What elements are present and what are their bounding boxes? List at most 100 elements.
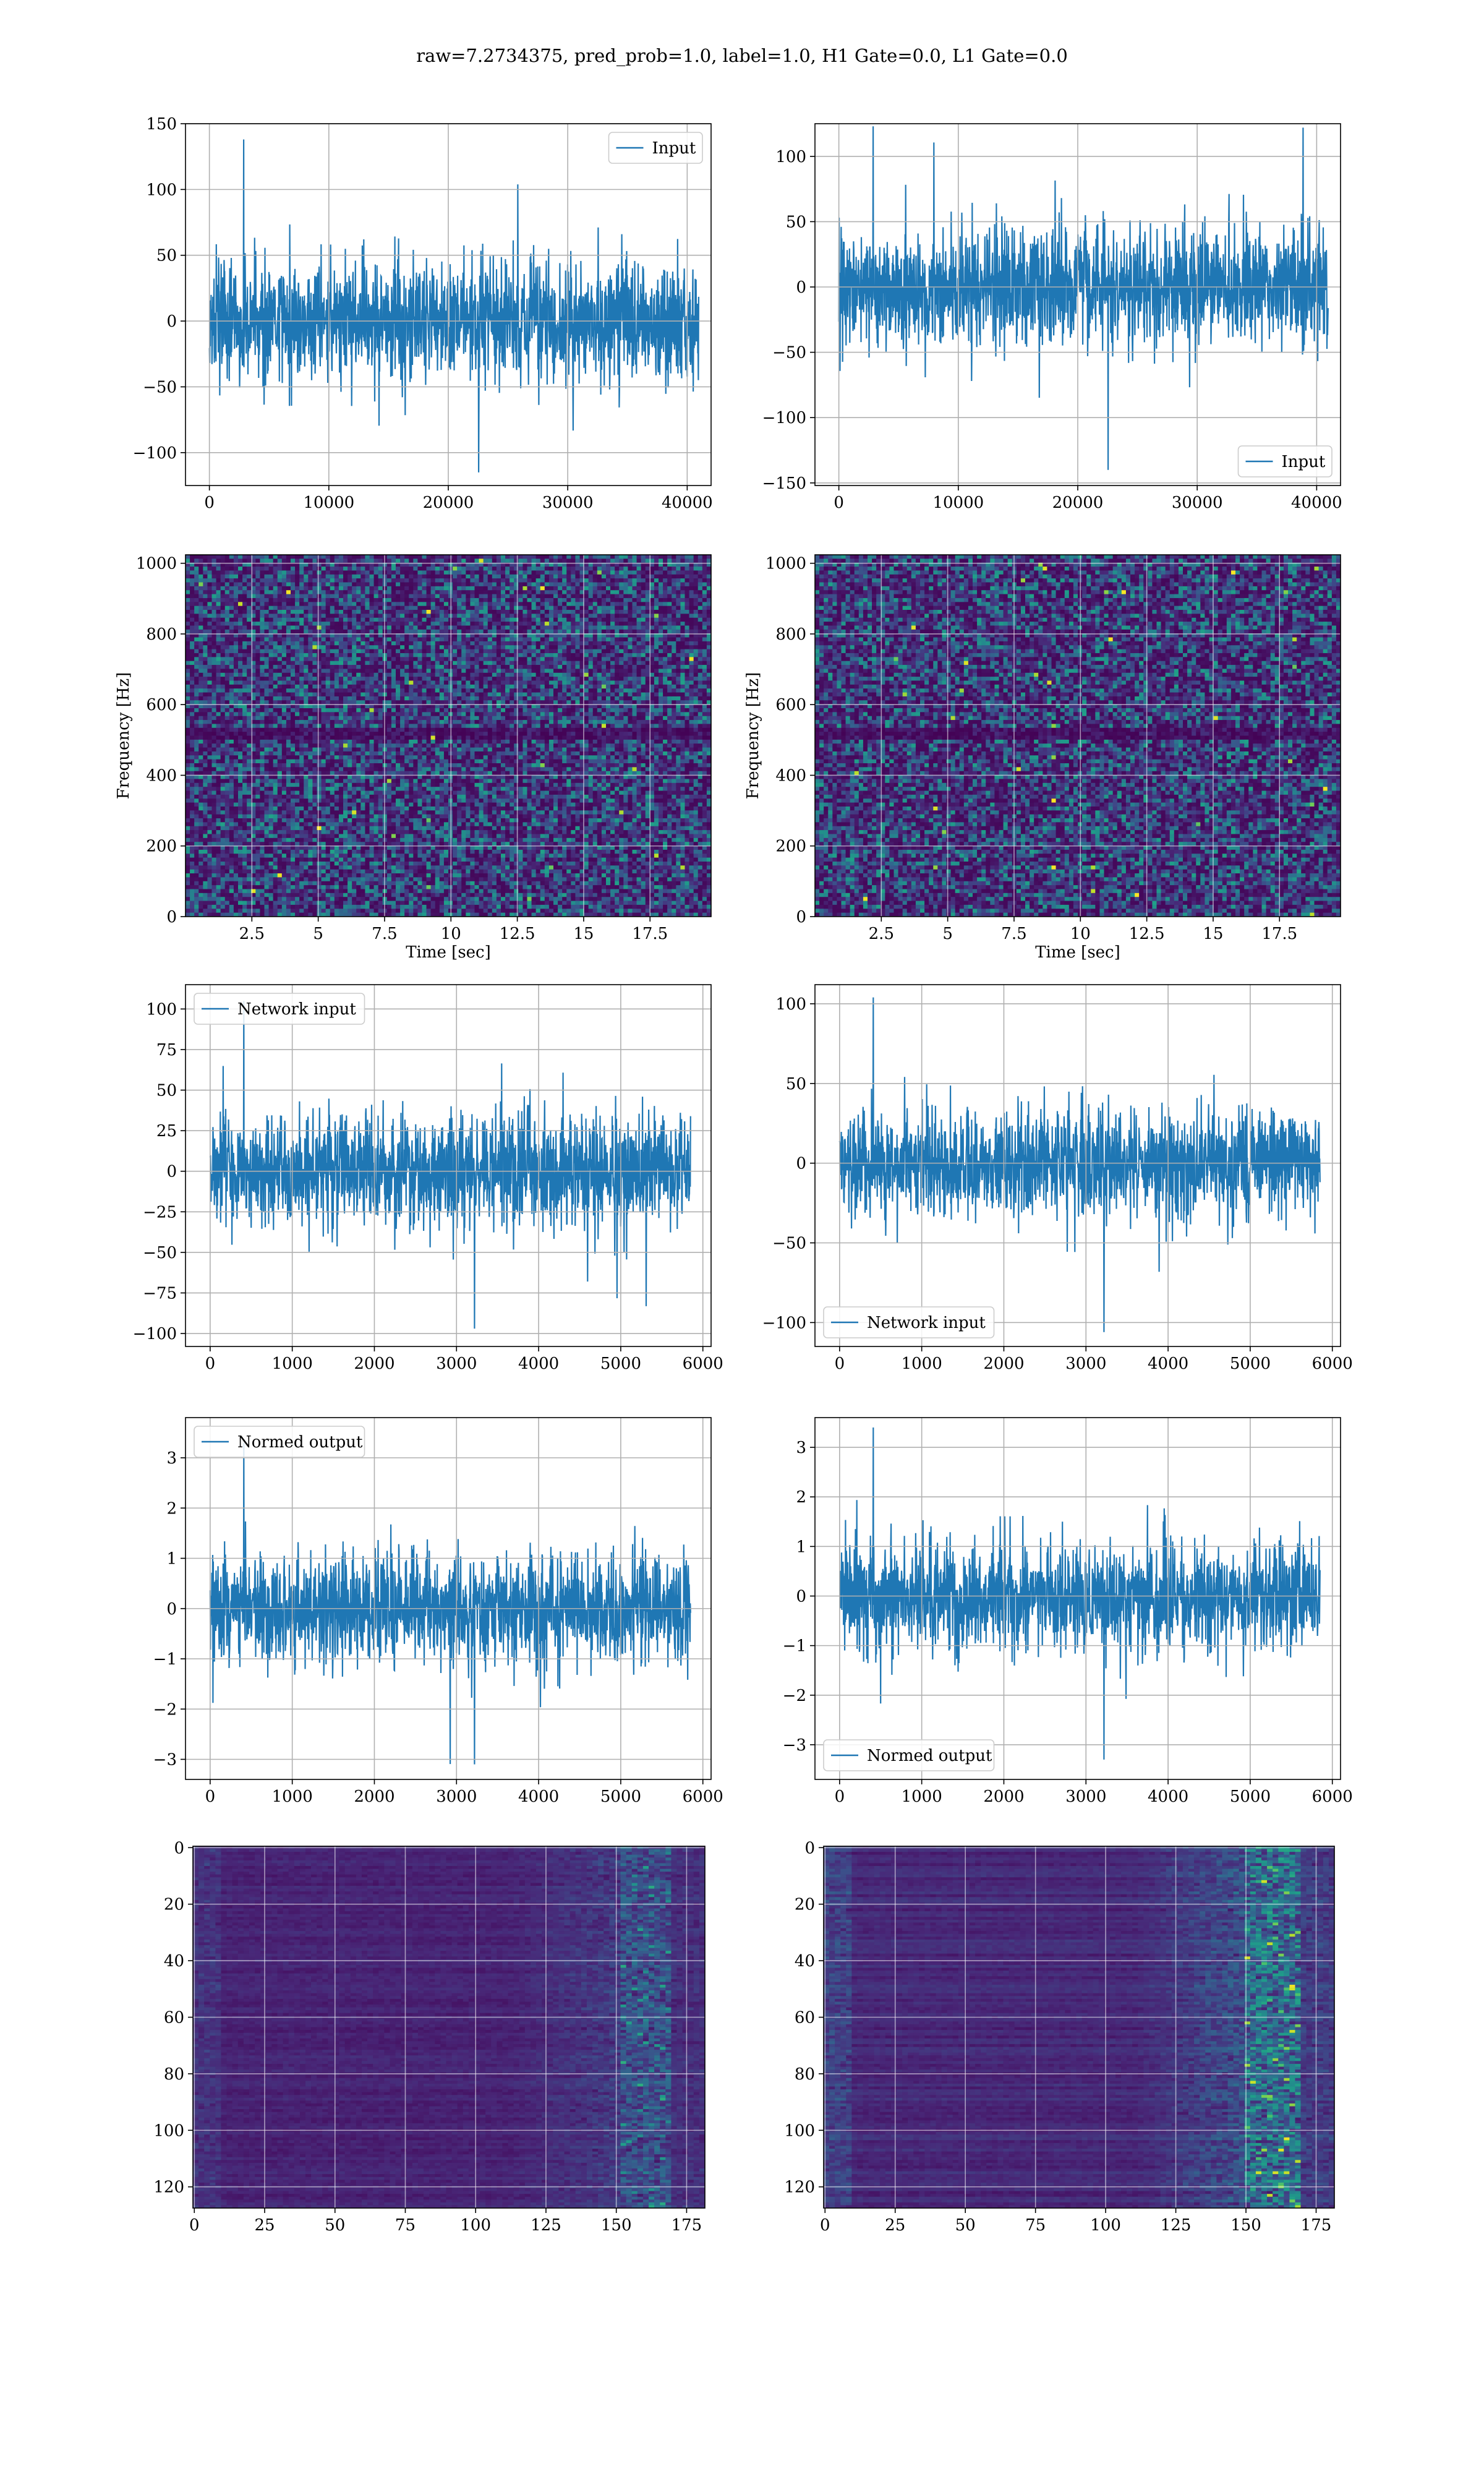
y-tick-label: 100 <box>153 2121 184 2140</box>
y-tick-label: 50 <box>786 1075 806 1094</box>
series-line <box>209 1442 691 1765</box>
x-tick-label: 2000 <box>354 1355 394 1373</box>
y-tick-label: 0 <box>804 1839 815 1857</box>
y-tick-label: 0 <box>796 908 806 927</box>
legend-label: Input <box>652 139 696 158</box>
grid <box>186 123 711 486</box>
series-line <box>838 997 1321 1332</box>
x-tick-label: 25 <box>885 2216 905 2235</box>
y-tick-label: 600 <box>775 696 806 714</box>
y-tick-label: 600 <box>146 696 177 714</box>
axes-frame <box>185 984 712 1347</box>
y-tick-label: −3 <box>153 1751 177 1770</box>
y-tick-label: 0 <box>796 278 806 297</box>
subplot-row3-left: 0 1000 2000 3000 4000 5000 6000 −100 −75 −50 −25 0 2… <box>133 984 723 1373</box>
y-tick-label: −2 <box>153 1700 177 1719</box>
x-tick-label: 20000 <box>423 494 474 512</box>
x-tick-label: 40000 <box>1291 494 1342 512</box>
heatmap-image <box>824 1846 1334 2208</box>
grid <box>815 1418 1341 1779</box>
x-tick-label: 5 <box>313 925 323 943</box>
y-axis-label: Frequency [Hz] <box>744 672 762 800</box>
grid <box>824 1846 1334 2208</box>
x-tick-label: 0 <box>835 1787 845 1806</box>
x-tick-label: 175 <box>672 2216 702 2235</box>
y-tick-label: 20 <box>795 1896 815 1914</box>
y-tick-label: −1 <box>783 1637 806 1656</box>
y-tick-label: 40 <box>795 1952 815 1971</box>
heatmap-image <box>815 555 1341 917</box>
y-tick-label: 0 <box>166 312 177 331</box>
y-tick-label: 50 <box>156 1082 177 1100</box>
y-tick-label: −75 <box>143 1284 177 1303</box>
y-tick-label: 0 <box>174 1839 184 1857</box>
x-tick-label: 3000 <box>436 1355 477 1373</box>
axes-frame <box>185 1417 712 1780</box>
x-tick-label: 3000 <box>1065 1787 1106 1806</box>
y-tick-label: 1000 <box>136 555 177 573</box>
x-tick-label: 0 <box>834 494 844 512</box>
x-tick-label: 2.5 <box>239 925 265 943</box>
legend: Network input <box>823 1306 995 1338</box>
x-tick-label: 1000 <box>902 1355 942 1373</box>
x-tick-label: 100 <box>1090 2216 1121 2235</box>
axes-frame <box>192 1846 706 2209</box>
y-tick-label: 60 <box>164 2009 184 2027</box>
x-tick-label: 3000 <box>436 1787 477 1806</box>
y-tick-label: 50 <box>786 213 806 231</box>
subplot-row5-right: 0 25 50 75 100 125 150 175 0 20 40 60 80 100 120 <box>784 1839 1335 2235</box>
y-tick-label: 20 <box>164 1896 184 1914</box>
y-tick-label: −100 <box>762 1314 806 1332</box>
y-tick-label: −100 <box>133 444 177 463</box>
y-tick-label: 0 <box>796 1587 806 1606</box>
y-tick-label: 800 <box>146 625 177 644</box>
x-tick-label: 12.5 <box>1129 925 1165 943</box>
legend-label: Normed output <box>237 1433 363 1452</box>
y-tick-label: 80 <box>164 2065 184 2084</box>
x-tick-label: 0 <box>204 494 215 512</box>
x-tick-label: 5000 <box>1230 1787 1271 1806</box>
legend-label: Network input <box>867 1314 986 1332</box>
x-tick-label: 7.5 <box>1001 925 1026 943</box>
y-tick-label: 50 <box>156 247 177 265</box>
legend: Input <box>1237 445 1333 477</box>
y-tick-label: 100 <box>775 148 806 166</box>
y-tick-label: 200 <box>146 837 177 856</box>
heatmap-image <box>186 555 711 917</box>
x-tick-label: 30000 <box>1172 494 1223 512</box>
x-tick-label: 6000 <box>683 1355 723 1373</box>
subplot-row1-left: 0 10000 20000 30000 40000 −100 −50 0 50 100 150 Inp… <box>133 115 713 512</box>
y-tick-label: 800 <box>775 625 806 644</box>
x-axis-label: Time [sec] <box>1035 943 1120 962</box>
y-tick-label: −50 <box>143 1244 177 1262</box>
x-tick-label: 5000 <box>1230 1355 1271 1373</box>
y-tick-label: 3 <box>796 1439 806 1457</box>
axes-frame <box>823 1846 1335 2209</box>
y-tick-label: 0 <box>166 908 177 927</box>
y-tick-label: 25 <box>156 1122 177 1141</box>
y-tick-label: 3 <box>166 1449 177 1468</box>
x-tick-label: 150 <box>1230 2216 1261 2235</box>
x-tick-label: 12.5 <box>500 925 535 943</box>
subplot-row2-right: 2.5 5 7.5 10 12.5 15 17.5 0 200 400 600 800 1000 Time… <box>744 554 1341 962</box>
y-tick-label: −50 <box>772 344 806 362</box>
y-tick-label: 150 <box>146 115 177 134</box>
x-tick-label: 10 <box>1070 925 1091 943</box>
axes-frame <box>814 554 1341 917</box>
x-tick-label: 2.5 <box>869 925 894 943</box>
legend-label: Network input <box>237 1000 356 1019</box>
x-tick-label: 1000 <box>272 1787 313 1806</box>
y-tick-label: 80 <box>795 2065 815 2084</box>
y-tick-label: −3 <box>783 1736 806 1755</box>
y-tick-label: 0 <box>166 1163 177 1181</box>
x-tick-label: 17.5 <box>632 925 668 943</box>
x-tick-label: 5000 <box>600 1355 641 1373</box>
y-tick-label: 40 <box>164 1952 184 1971</box>
x-tick-label: 6000 <box>683 1787 723 1806</box>
x-tick-label: 10000 <box>932 494 984 512</box>
subplot-row4-left: 0 1000 2000 3000 4000 5000 6000 −3 −2 −1 0 1 2 3 Norme… <box>153 1417 723 1806</box>
x-tick-label: 6000 <box>1312 1787 1353 1806</box>
y-tick-label: −150 <box>762 474 806 493</box>
y-tick-label: 75 <box>156 1041 177 1059</box>
